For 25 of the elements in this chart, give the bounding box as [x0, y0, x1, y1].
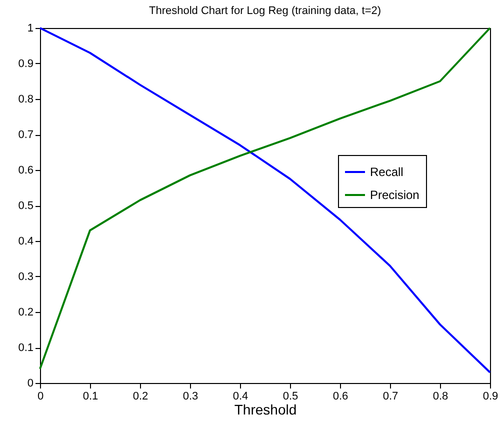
x-tick-label: 0.2 [132, 390, 148, 402]
y-tick-label: 0.4 [18, 236, 34, 248]
y-tick-label: 0.1 [18, 342, 34, 354]
legend-label: Recall [370, 165, 404, 179]
y-tick-label: 0.8 [18, 94, 34, 106]
x-tick-label: 0 [37, 390, 44, 402]
y-tick-label: 0.7 [18, 129, 34, 141]
x-tick-label: 0.8 [432, 390, 448, 402]
x-tick-label: 0.1 [82, 390, 98, 402]
y-tick-label: 1 [27, 22, 34, 34]
x-tick-label: 0.3 [182, 390, 198, 402]
y-tick-label: 0 [27, 378, 34, 390]
chart-title: Threshold Chart for Log Reg (training data, t=2) [148, 5, 382, 17]
y-tick-label: 0.6 [18, 164, 34, 176]
x-axis-title: Threshold [234, 402, 297, 418]
x-tick-label: 0.7 [382, 390, 398, 402]
y-tick-label: 0.5 [18, 200, 34, 212]
x-tick-label: 0.4 [232, 390, 248, 402]
y-tick-label: 0.3 [18, 271, 34, 283]
y-tick-label: 0.9 [18, 58, 34, 70]
legend-label: Precision [370, 188, 420, 202]
y-tick-label: 0.2 [18, 306, 34, 318]
x-tick-label: 0.6 [332, 390, 348, 402]
x-tick-label: 0.9 [482, 390, 498, 402]
x-tick-label: 0.5 [282, 390, 298, 402]
